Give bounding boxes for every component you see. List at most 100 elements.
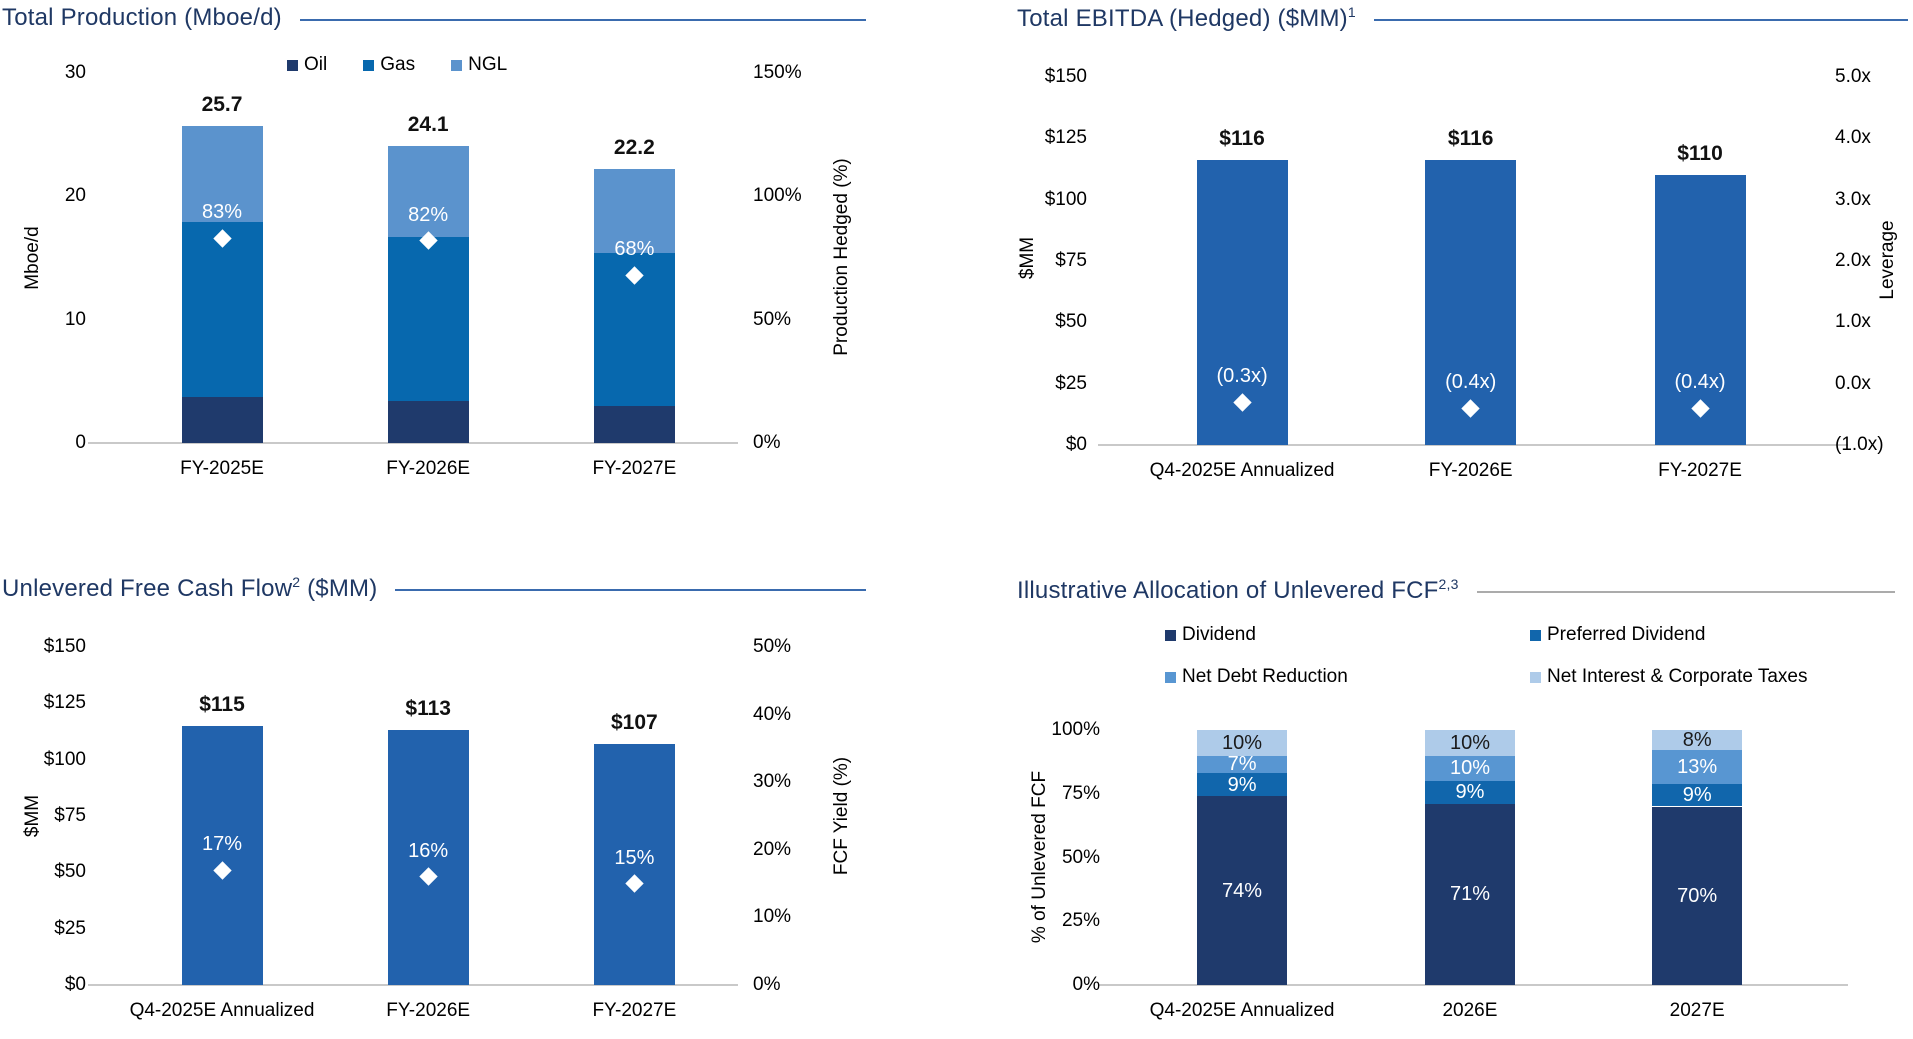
legend-item-preferred-dividend: Preferred Dividend [1530,624,1808,646]
bar-segment-dividend [1197,796,1288,985]
right-axis-tick-label: 20% [753,838,792,860]
y-axis-tick-label: $100 [43,748,86,770]
marker-value-label: (0.4x) [1674,371,1726,394]
bar-value-label: $113 [405,697,451,721]
right-axis-tick-label: 4.0x [1835,127,1871,149]
right-axis-tick-label: 50% [753,308,792,330]
title-rule [395,589,866,591]
title-rule [1373,19,1908,21]
title-row-total-ebitda: Total EBITDA (Hedged) ($MM)1 [1017,4,1908,33]
legend-item-dividend: Dividend [1165,624,1530,646]
title-rule [1476,591,1895,593]
bar-value-label: $110 [1677,142,1723,166]
bar-segment-preferred-dividend [1652,783,1743,807]
segment-value-label: 7% [1227,753,1257,776]
y-axis-tick-label: $150 [1044,66,1087,87]
net-interest-corporate-taxes-legend-swatch-icon [1530,671,1541,683]
y-axis-tick-label: $150 [43,636,86,657]
panel-fcf-allocation: Illustrative Allocation of Unlevered FCF… [1015,520,1913,1039]
x-axis-baseline [1098,984,1848,986]
title-text: ($MM) [300,575,378,602]
x-axis-category-label: FY-2026E [1428,460,1513,481]
segment-value-label: 9% [1227,773,1257,796]
bar-segment-ebitda [1425,160,1517,445]
y-axis-tick-label: $0 [1065,434,1087,455]
bar-value-label: $107 [611,710,658,734]
y-axis-tick-label: $125 [43,692,86,714]
segment-value-label: 9% [1455,781,1485,804]
bar-value-label: $116 [1219,127,1265,151]
legend: Oil Gas NGL [287,54,507,76]
gas-legend-swatch-icon [363,59,375,71]
title-rule [299,19,866,21]
title-superscript: 1 [1347,4,1356,20]
right-axis-tick-label: 10% [753,906,792,928]
title-row-total-production: Total Production (Mboe/d) [2,4,866,32]
right-axis-tick-label: 40% [753,703,792,725]
bar-segment-oil [387,401,469,443]
oil-legend-swatch-icon [287,59,298,71]
bar-segment-gas [181,222,263,398]
segment-value-label: 8% [1682,729,1712,752]
chart-title-total-production: Total Production (Mboe/d) [2,4,282,32]
segment-value-label: 74% [1222,879,1263,902]
x-axis-category-label: FY-2027E [1658,460,1742,481]
bar-value-label: 24.1 [407,112,449,136]
panel-total-ebitda: Total EBITDA (Hedged) ($MM)1 $150 $125 $100… [1015,0,1913,520]
x-axis-category-label: FY-2027E [592,458,677,479]
right-axis-tick-label: 100% [753,185,802,207]
right-axis-tick-label: 1.0x [1835,311,1871,333]
title-superscript: 2,3 [1438,576,1459,592]
right-axis-title: FCF Yield (%) [831,756,852,876]
marker-value-label: 68% [614,238,655,261]
y-axis-tick-label: $25 [54,917,86,939]
legend-item-net-interest-corporate-taxes: Net Interest & Corporate Taxes [1530,666,1808,688]
marker-value-label: 15% [614,846,655,869]
net-debt-reduction-legend-swatch-icon [1165,671,1176,683]
legend: Dividend Preferred Dividend Net Debt Reduc… [1165,624,1808,688]
marker-value-label: 82% [408,203,449,226]
y-axis-tick-label: $25 [1055,372,1087,394]
y-axis-tick-label: 50% [1061,846,1100,868]
y-axis-tick-label: 75% [1061,782,1100,804]
bar-segment-net-interest-corporate-taxes [1424,730,1515,756]
y-axis-tick-label: 20 [64,185,86,207]
bar-value-label: $115 [199,692,245,716]
segment-value-label: 9% [1682,784,1712,807]
y-axis-tick-label: 25% [1061,910,1100,932]
segment-value-label: 13% [1677,755,1718,778]
right-axis-tick-label: 150% [753,62,802,83]
y-axis-title: Mboe/d [22,226,43,290]
x-axis-category-label: FY-2026E [386,458,471,479]
legend-label: Net Interest & Corporate Taxes [1547,666,1808,687]
y-axis-title: % of Unlevered FCF [1029,770,1050,944]
right-axis-tick-label: 0% [753,974,781,995]
dividend-legend-swatch-icon [1165,629,1176,641]
legend-label: Preferred Dividend [1547,624,1706,645]
bar-segment-net-interest-corporate-taxes [1197,730,1288,756]
bar-segment-unlevered-fcf [593,743,675,985]
right-axis-tick-label: 30% [753,771,792,793]
title-text: Illustrative Allocation of Unlevered FCF [1017,577,1439,604]
right-axis-tick-label: 5.0x [1835,66,1871,87]
x-axis-baseline [88,442,738,444]
bar-segment-dividend [1424,803,1515,985]
marker-value-label: (0.4x) [1445,371,1497,394]
title-text: Unlevered Free Cash Flow [2,575,293,602]
y-axis-title: $MM [22,794,43,838]
preferred-dividend-legend-swatch-icon [1530,629,1541,641]
x-axis-baseline [88,984,738,986]
panel-total-production: Total Production (Mboe/d) 30 20 10 0 150% 100%… [0,0,1020,520]
y-axis-tick-label: 0% [1072,974,1100,995]
bar-segment-ngl [593,169,675,254]
y-axis-tick-label: $50 [54,861,86,883]
right-axis-tick-label: 0% [753,432,781,453]
y-axis-tick-label: $75 [1055,250,1087,271]
y-axis-tick-label: $75 [54,805,86,826]
x-axis-category-label: Q4-2025E Annualized [129,1000,315,1021]
right-axis-title: Production Hedged (%) [831,158,852,356]
ngl-legend-swatch-icon [451,59,463,71]
panel-unlevered-fcf: Unlevered Free Cash Flow2 ($MM) $150 $125 $… [0,520,1020,1039]
legend-item-net-debt-reduction: Net Debt Reduction [1165,666,1530,688]
title-superscript: 2 [292,574,301,590]
